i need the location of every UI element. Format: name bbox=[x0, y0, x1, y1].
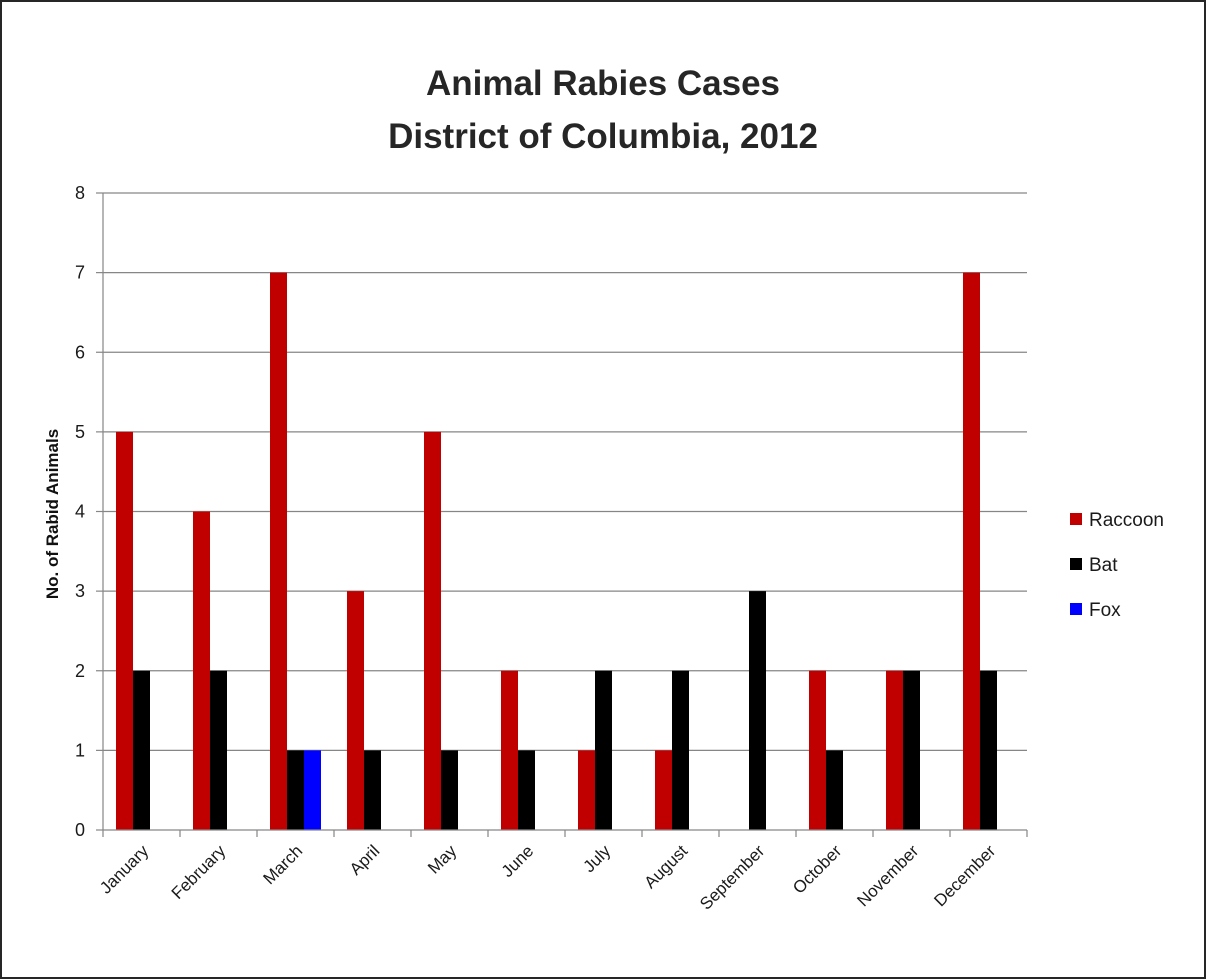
bar-bat-august bbox=[672, 670, 689, 830]
chart-title: Animal Rabies Cases District of Columbia… bbox=[388, 64, 818, 156]
bar-raccoon-july bbox=[578, 750, 595, 830]
chart-title-line-2: District of Columbia, 2012 bbox=[388, 117, 818, 156]
bar-raccoon-june bbox=[501, 670, 518, 830]
x-tick-label-january: January bbox=[96, 841, 153, 898]
bars bbox=[116, 272, 997, 830]
legend-label-fox: Fox bbox=[1089, 600, 1121, 621]
y-tick-label: 7 bbox=[75, 263, 85, 283]
bar-raccoon-december bbox=[963, 272, 980, 830]
bar-raccoon-february bbox=[193, 511, 210, 830]
bar-bat-june bbox=[518, 750, 535, 830]
x-tick-label-july: July bbox=[580, 841, 615, 876]
y-tick-labels: 0 1 2 3 4 5 6 7 8 bbox=[75, 183, 85, 840]
bar-raccoon-august bbox=[655, 750, 672, 830]
bar-bat-may bbox=[441, 750, 458, 830]
bar-raccoon-may bbox=[424, 431, 441, 830]
x-tick-label-february: February bbox=[168, 841, 230, 903]
x-tick-labels: January February March April May June July Augu… bbox=[96, 841, 999, 914]
gridlines bbox=[103, 192, 1027, 751]
y-tick-label: 8 bbox=[75, 183, 85, 203]
x-tick-label-august: August bbox=[640, 841, 691, 892]
x-tick-label-september: September bbox=[696, 841, 768, 913]
legend: Raccoon Bat Fox bbox=[1070, 510, 1164, 621]
bar-raccoon-january bbox=[116, 431, 133, 830]
bar-bat-february bbox=[210, 670, 227, 830]
legend-swatch-fox bbox=[1070, 603, 1082, 615]
bar-bat-march bbox=[287, 750, 304, 830]
bar-bat-november bbox=[903, 670, 920, 830]
x-tick-label-march: March bbox=[259, 841, 306, 888]
legend-swatch-bat bbox=[1070, 558, 1082, 570]
bar-fox-march bbox=[304, 750, 321, 830]
y-tick-label: 1 bbox=[75, 740, 85, 760]
chart-title-line-1: Animal Rabies Cases bbox=[426, 64, 780, 103]
y-tick-label: 2 bbox=[75, 661, 85, 681]
y-axis-label: No. of Rabid Animals bbox=[43, 429, 62, 599]
x-tick-label-june: June bbox=[498, 841, 538, 881]
legend-label-raccoon: Raccoon bbox=[1089, 510, 1164, 531]
x-tick-label-december: December bbox=[930, 841, 999, 910]
bar-bat-july bbox=[595, 670, 612, 830]
axes bbox=[96, 192, 1028, 837]
bar-bat-december bbox=[980, 670, 997, 830]
y-tick-label: 0 bbox=[75, 820, 85, 840]
legend-swatch-raccoon bbox=[1070, 513, 1082, 525]
y-tick-label: 4 bbox=[75, 502, 85, 522]
x-tick-label-may: May bbox=[424, 841, 460, 877]
bar-bat-april bbox=[364, 750, 381, 830]
bar-raccoon-march bbox=[270, 272, 287, 830]
bar-raccoon-april bbox=[347, 591, 364, 830]
y-tick-label: 5 bbox=[75, 422, 85, 442]
bar-bat-september bbox=[749, 591, 766, 830]
bar-bat-january bbox=[133, 670, 150, 830]
x-tick-label-november: November bbox=[853, 841, 922, 910]
bar-raccoon-october bbox=[809, 670, 826, 830]
y-tick-label: 3 bbox=[75, 581, 85, 601]
x-tick-label-april: April bbox=[346, 841, 383, 878]
y-tick-label: 6 bbox=[75, 342, 85, 362]
legend-label-bat: Bat bbox=[1089, 555, 1118, 576]
bar-raccoon-november bbox=[886, 670, 903, 830]
x-tick-label-october: October bbox=[789, 841, 845, 897]
bar-bat-october bbox=[826, 750, 843, 830]
